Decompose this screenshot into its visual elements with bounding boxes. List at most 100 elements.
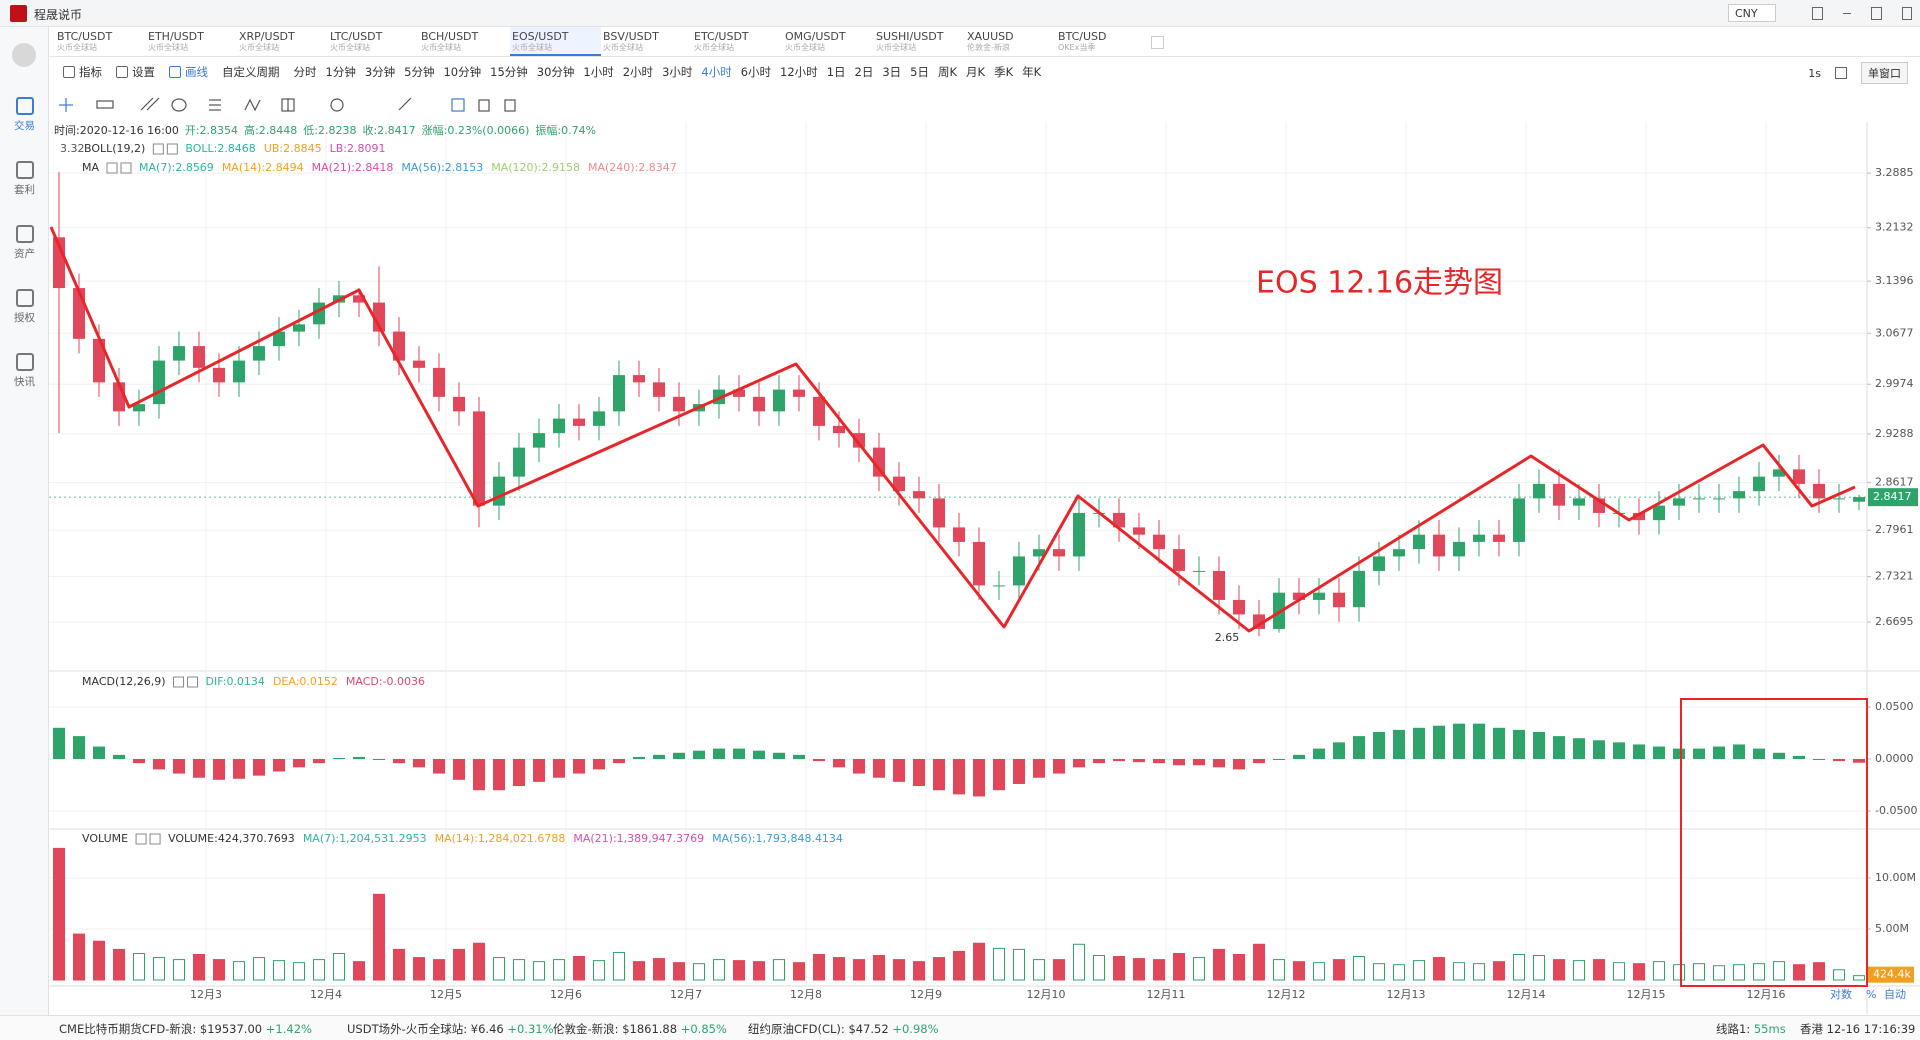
sidebar-label: 资产 (14, 248, 35, 260)
ticker-price: ¥6.46 (470, 1022, 504, 1036)
volume-bar (1713, 965, 1725, 981)
refresh-rate[interactable]: 1s (1808, 66, 1821, 80)
macd-bar (253, 759, 265, 776)
volume-bar (1113, 956, 1125, 981)
window-controls[interactable] (1812, 7, 1912, 20)
x-tick-label: 12月7 (670, 988, 702, 1001)
period-button[interactable]: 月K (966, 65, 986, 79)
pair-tab[interactable]: ETH/USDT 火币全球站 (146, 27, 237, 56)
sidebar-item[interactable]: 资产 (0, 225, 49, 261)
period-button[interactable]: 周K (938, 65, 958, 79)
custom-period[interactable]: 自定义周期 (222, 65, 280, 79)
add-tab[interactable] (1151, 36, 1164, 49)
sidebar-item[interactable]: 快讯 (0, 353, 49, 389)
period-button[interactable]: 3小时 (662, 65, 693, 79)
macd-bar (1473, 723, 1485, 760)
period-button[interactable]: 2小时 (622, 65, 654, 79)
ticker-price: $1861.88 (622, 1022, 678, 1036)
ticker-change: +0.31% (507, 1022, 554, 1036)
y-tick-label: 0.0000 (1875, 752, 1914, 765)
sidebar-icon (15, 97, 34, 115)
sidebar-item[interactable]: 交易 (0, 97, 49, 133)
volume-bar (333, 952, 345, 981)
pair-tab[interactable]: BTC/USDT 火币全球站 (55, 27, 146, 56)
period-button[interactable]: 2日 (854, 65, 874, 79)
pair-tab[interactable]: ETC/USDT 火币全球站 (692, 27, 783, 56)
period-button[interactable]: 季K (994, 65, 1014, 79)
candle-body (1573, 498, 1585, 506)
pair-tab[interactable]: EOS/USDT 火币全球站 (510, 27, 601, 56)
sidebar-item[interactable]: 授权 (0, 289, 49, 325)
candle-body (93, 338, 105, 383)
legend-close[interactable] (166, 143, 178, 155)
tool-button[interactable]: 画线 (169, 64, 208, 80)
candle-body (1633, 512, 1645, 521)
period-button[interactable]: 5日 (910, 65, 929, 79)
period-button[interactable]: 1分钟 (325, 65, 356, 79)
candle-body (953, 527, 965, 542)
ticker-name: USDT场外-火币全球站: (347, 1022, 468, 1036)
macd-bar (753, 750, 765, 760)
scale-option[interactable]: 自动 (1884, 988, 1906, 1001)
currency-select[interactable]: CNY (1728, 4, 1776, 22)
window-mode[interactable]: 单窗口 (1861, 62, 1908, 84)
pair-tab[interactable]: OMG/USDT 火币全球站 (783, 27, 874, 56)
network-line: 线路1: 55ms (1716, 1021, 1786, 1037)
macd-bar (193, 759, 205, 778)
y-tick-label: 2.7321 (1875, 570, 1914, 583)
ticker-name: CME比特币期货CFD-新浪: (59, 1022, 197, 1036)
sidebar-item[interactable]: 套利 (0, 161, 49, 197)
ticker-name: 伦敦金-新浪: (553, 1022, 619, 1036)
legend-close[interactable] (187, 676, 199, 688)
pair-name: LTC/USDT (330, 30, 383, 43)
avatar[interactable] (12, 43, 36, 67)
scale-option[interactable]: 对数 (1830, 987, 1852, 1001)
legend-close[interactable] (149, 833, 161, 845)
period-button[interactable]: 30分钟 (536, 65, 575, 79)
period-button[interactable]: 分时 (293, 65, 317, 79)
layout-button[interactable] (1835, 67, 1847, 79)
pair-tab[interactable]: BCH/USDT 火币全球站 (419, 27, 510, 56)
period-button[interactable]: 10分钟 (443, 65, 482, 79)
candle-body (1073, 512, 1085, 557)
volume-bar (653, 958, 665, 981)
tool-button[interactable]: 指标 (63, 64, 102, 80)
period-button[interactable]: 年K (1022, 65, 1042, 79)
macd-bar (613, 759, 625, 764)
pair-tab[interactable]: XAUUSD 伦敦金-新浪 (965, 27, 1056, 56)
period-button[interactable]: 15分钟 (490, 65, 528, 79)
volume-bar (613, 951, 625, 981)
period-button[interactable]: 5分钟 (404, 65, 435, 79)
pair-tab[interactable]: LTC/USDT 火币全球站 (328, 27, 419, 56)
legend-close[interactable] (120, 162, 132, 174)
period-button[interactable]: 3日 (882, 65, 902, 79)
candle-body (1113, 512, 1125, 528)
volume-bar (133, 952, 145, 981)
candle-body (713, 389, 725, 405)
macd-bar (1753, 748, 1765, 760)
legend-settings[interactable] (152, 143, 164, 155)
candle-body (553, 418, 565, 434)
period-button[interactable]: 4小时 (701, 65, 732, 79)
period-button[interactable]: 12小时 (780, 65, 818, 79)
period-button[interactable]: 1小时 (583, 65, 614, 79)
legend-settings[interactable] (106, 162, 118, 174)
scale-option[interactable]: % (1866, 988, 1876, 1001)
tool-button[interactable]: 设置 (116, 64, 155, 80)
period-button[interactable]: 1日 (826, 65, 846, 79)
volume-bar (1013, 948, 1025, 981)
pair-tab[interactable]: BTC/USD OKEx当季 (1056, 27, 1147, 56)
pair-tab[interactable]: XRP/USDT 火币全球站 (237, 27, 328, 56)
legend-item: MA(56):2.8153 (401, 161, 483, 174)
legend-settings[interactable] (173, 676, 185, 688)
pair-tab[interactable]: SUSHI/USDT 火币全球站 (874, 27, 965, 56)
volume-bar (453, 948, 465, 981)
period-button[interactable]: 3分钟 (364, 65, 396, 79)
tool-label: 设置 (132, 65, 155, 79)
volume-bar (1653, 961, 1665, 981)
period-button[interactable]: 6小时 (740, 65, 772, 79)
pair-source: 火币全球站 (57, 43, 97, 52)
pair-tab[interactable]: BSV/USDT 火币全球站 (601, 27, 692, 56)
legend-settings[interactable] (135, 833, 147, 845)
last-price: 2.8417 (1873, 490, 1912, 503)
